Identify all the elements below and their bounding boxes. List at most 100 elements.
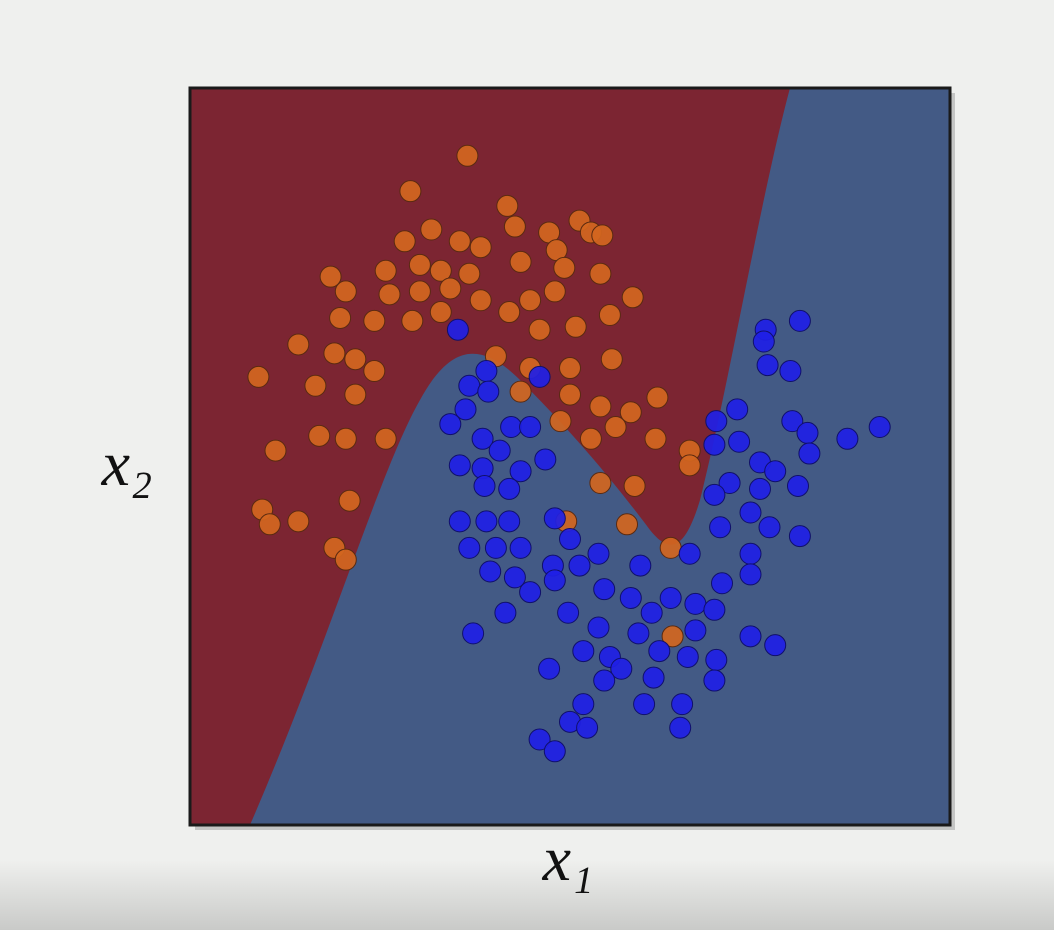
point <box>788 309 811 332</box>
point <box>718 472 741 495</box>
point <box>498 301 521 324</box>
point <box>500 416 523 439</box>
point <box>528 728 551 751</box>
point <box>576 716 599 739</box>
point <box>868 416 891 439</box>
point <box>503 566 526 589</box>
point <box>676 645 699 668</box>
point <box>363 309 386 332</box>
point <box>589 262 612 285</box>
point <box>591 224 614 247</box>
point <box>703 483 726 506</box>
point <box>538 657 561 680</box>
point <box>462 622 485 645</box>
point <box>623 474 646 497</box>
point <box>593 578 616 601</box>
point <box>344 348 367 371</box>
point <box>659 536 682 559</box>
point <box>543 507 566 530</box>
point <box>644 427 667 450</box>
point <box>509 250 532 273</box>
point <box>528 318 551 341</box>
point <box>488 439 511 462</box>
point <box>393 230 416 253</box>
point <box>334 548 357 571</box>
point <box>589 472 612 495</box>
point <box>319 265 342 288</box>
point <box>458 374 481 397</box>
point <box>779 360 802 383</box>
point <box>338 489 361 512</box>
point <box>446 318 469 341</box>
point <box>448 230 471 253</box>
point <box>798 442 821 465</box>
point <box>642 666 665 689</box>
point <box>543 740 566 763</box>
scatter-points <box>247 144 891 763</box>
point <box>648 640 671 663</box>
point <box>598 303 621 326</box>
point <box>669 716 692 739</box>
point <box>543 280 566 303</box>
point <box>509 460 532 483</box>
point <box>559 357 581 380</box>
point <box>429 259 452 282</box>
page-shade <box>0 860 1054 930</box>
point <box>448 454 471 477</box>
x-axis-label: x₁ <box>542 823 594 894</box>
point <box>344 383 367 406</box>
point <box>448 510 471 533</box>
point <box>509 536 532 559</box>
point <box>661 625 684 648</box>
point <box>749 477 771 500</box>
point <box>593 669 616 692</box>
point <box>519 416 542 439</box>
point <box>334 427 357 450</box>
point <box>378 283 401 306</box>
point <box>739 563 762 586</box>
point <box>454 398 477 421</box>
point <box>475 360 498 383</box>
point <box>374 259 397 282</box>
point <box>703 669 726 692</box>
point <box>247 365 270 388</box>
point <box>374 427 397 450</box>
point <box>439 413 462 436</box>
point <box>439 277 462 300</box>
point <box>587 616 610 639</box>
point <box>564 315 587 338</box>
point <box>484 536 507 559</box>
point <box>659 587 682 610</box>
point <box>600 348 623 371</box>
point <box>788 525 811 548</box>
point <box>458 262 481 285</box>
point <box>329 306 352 329</box>
point <box>836 427 859 450</box>
point <box>633 693 656 716</box>
point <box>475 510 498 533</box>
point <box>498 510 521 533</box>
point <box>705 648 728 671</box>
point <box>579 427 602 450</box>
point <box>469 289 492 312</box>
point <box>678 542 701 565</box>
point <box>739 625 762 648</box>
point <box>496 194 519 217</box>
point <box>420 218 443 241</box>
y-axis-label: x₂ <box>101 428 153 499</box>
point <box>756 354 779 377</box>
point <box>616 513 638 536</box>
point <box>764 634 787 657</box>
point <box>258 513 281 536</box>
point <box>264 439 287 462</box>
point <box>619 401 642 424</box>
point <box>287 510 310 533</box>
point <box>494 601 517 624</box>
point <box>528 365 551 388</box>
point <box>739 501 762 524</box>
point <box>796 421 819 444</box>
point <box>308 424 331 447</box>
point <box>553 256 576 279</box>
point <box>610 657 633 680</box>
